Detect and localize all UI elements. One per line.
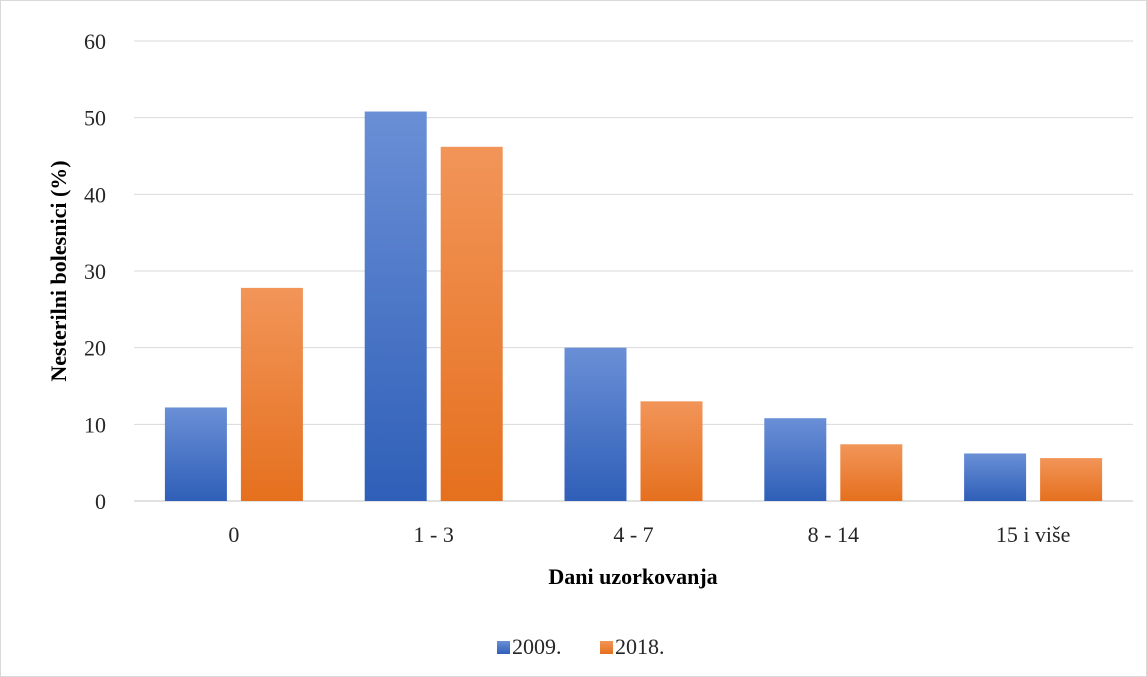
y-tick-label: 0: [95, 489, 106, 514]
x-tick-label: 1 - 3: [414, 522, 454, 547]
legend-label-1: 2018.: [615, 634, 665, 659]
legend-swatch-0: [497, 641, 510, 654]
y-tick-label: 60: [84, 29, 106, 54]
x-tick-labels: 0 1 - 3 4 - 7 8 - 14 15 i više: [228, 522, 1070, 547]
y-tick-label: 20: [84, 336, 106, 361]
legend-swatch-1: [600, 641, 613, 654]
x-axis-title: Dani uzorkovanja: [548, 564, 717, 589]
bar-series-a-1: [364, 111, 427, 502]
bar-series-a-2: [564, 347, 627, 501]
bar-series-b-1: [440, 146, 503, 502]
x-tick-label: 15 i više: [996, 522, 1071, 547]
bar-series-b-0: [240, 287, 303, 501]
x-tick-label: 4 - 7: [613, 522, 653, 547]
legend: 2009. 2018.: [497, 634, 665, 659]
y-tick-label: 40: [84, 182, 106, 207]
bar-series-a-3: [764, 418, 827, 501]
x-tick-label: 8 - 14: [808, 522, 859, 547]
y-tick-label: 50: [84, 106, 106, 131]
legend-label-0: 2009.: [512, 634, 562, 659]
bars: [164, 111, 1103, 502]
y-tick-label: 10: [84, 412, 106, 437]
bar-series-a-0: [164, 407, 227, 501]
bar-series-b-4: [1040, 458, 1103, 501]
y-tick-label: 30: [84, 259, 106, 284]
x-tick-label: 0: [228, 522, 239, 547]
bar-series-a-4: [964, 453, 1027, 501]
y-tick-labels: 0 10 20 30 40 50 60: [84, 29, 106, 514]
bar-series-b-2: [640, 401, 703, 501]
bar-series-b-3: [840, 444, 903, 501]
y-axis-title: Nesterilni bolesnici (%): [46, 160, 71, 381]
